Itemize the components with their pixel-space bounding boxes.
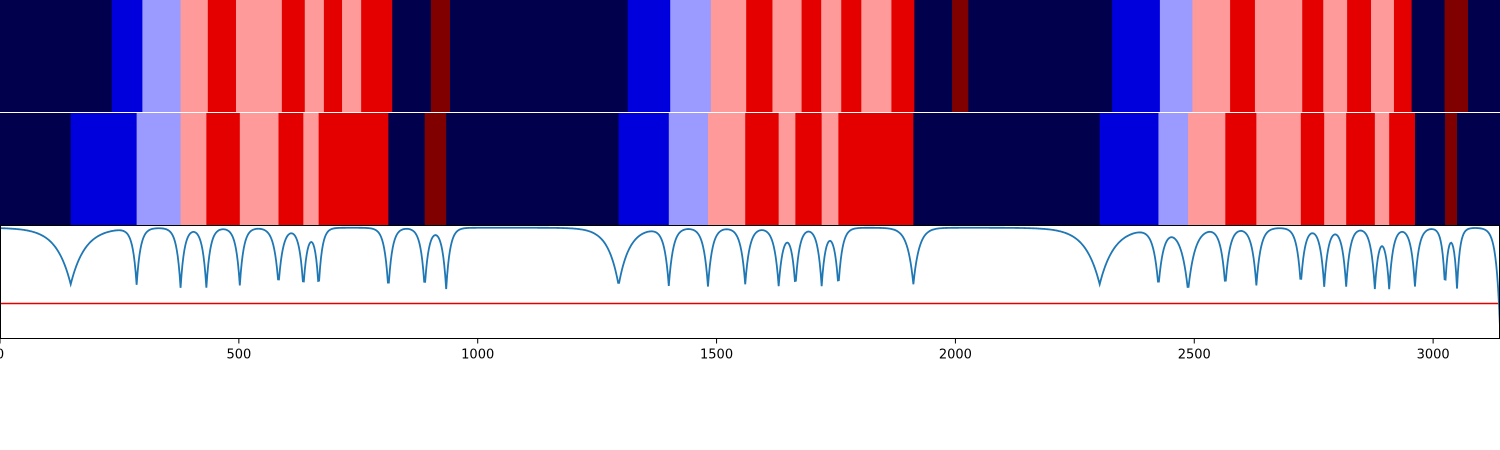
row-top-segment (968, 0, 1113, 113)
row-middle-segment (913, 112, 1101, 226)
row-top-segment (1444, 0, 1469, 113)
row-middle-segment (707, 112, 746, 226)
row-top-segment (710, 0, 747, 113)
row-top-segment (235, 0, 283, 113)
row-middle-segment (1374, 112, 1390, 226)
row-middle-segment (136, 112, 182, 226)
row-top-segment (304, 0, 325, 113)
row-middle-segment (1225, 112, 1257, 226)
x-tick-label: 2000 (939, 348, 972, 363)
row-top-segment (1323, 0, 1348, 113)
row-top-segment (1230, 0, 1256, 113)
row-middle-segment (795, 112, 823, 226)
row-top-segment (142, 0, 182, 113)
row-middle-segment (424, 112, 447, 226)
row-top-segment (1159, 0, 1193, 113)
row-top-segment (1112, 0, 1161, 113)
row-middle-segment (1324, 112, 1347, 226)
row-middle-segment (70, 112, 138, 226)
row-middle-segment (180, 112, 207, 226)
row-middle-segment (239, 112, 280, 226)
row-top-segment (1302, 0, 1324, 113)
heatmap-row-top (0, 0, 1500, 113)
x-tick-label: 2500 (1178, 348, 1211, 363)
row-middle-segment (1256, 112, 1302, 226)
row-top-segment (821, 0, 842, 113)
x-tick-label: 500 (226, 348, 251, 363)
line-plot-background (0, 225, 1500, 339)
row-top-segment (914, 0, 953, 113)
row-middle-segment (1346, 112, 1376, 226)
row-top-segment (627, 0, 671, 113)
row-top-segment (0, 0, 113, 113)
x-tick-label: 3000 (1417, 348, 1450, 363)
row-top-segment (430, 0, 451, 113)
row-middle-segment (1158, 112, 1189, 226)
row-top-segment (450, 0, 629, 113)
row-top-segment (841, 0, 862, 113)
row-middle-segment (745, 112, 780, 226)
row-top-segment (1393, 0, 1413, 113)
row-middle-segment (1099, 112, 1160, 226)
row-middle-segment (303, 112, 320, 226)
row-top-segment (1192, 0, 1231, 113)
row-top-segment (1254, 0, 1303, 113)
row-top-segment (281, 0, 306, 113)
row-middle-segment (206, 112, 241, 226)
x-tick-label: 1000 (461, 348, 494, 363)
row-middle-segment (821, 112, 839, 226)
row-top-segment (1467, 0, 1500, 113)
row-middle-segment (618, 112, 670, 226)
x-axis: 0 500 1000 1500 2000 2500 3000 (0, 338, 1450, 363)
row-top-segment (342, 0, 362, 113)
row-top-segment (207, 0, 237, 113)
row-top-segment (746, 0, 774, 113)
row-middle-segment (778, 112, 796, 226)
row-top-segment (1347, 0, 1372, 113)
row-top-segment (323, 0, 343, 113)
row-middle-segment (1300, 112, 1325, 226)
x-tick-label: 0 (0, 348, 4, 363)
row-middle-segment (278, 112, 304, 226)
row-top-segment (952, 0, 969, 113)
row-middle-segment (446, 112, 620, 226)
row-middle-segment (838, 112, 914, 226)
row-top-segment (1371, 0, 1395, 113)
row-top-segment (1411, 0, 1446, 113)
row-middle-segment (388, 112, 426, 226)
row-middle-segment (1188, 112, 1226, 226)
row-middle-segment (1445, 112, 1458, 226)
row-top-segment (361, 0, 393, 113)
row-top-segment (891, 0, 915, 113)
row-top-segment (111, 0, 143, 113)
heatmap-row-middle (0, 112, 1500, 226)
row-top-segment (801, 0, 822, 113)
row-top-segment (861, 0, 893, 113)
row-top-segment (772, 0, 803, 113)
row-middle-segment (1414, 112, 1446, 226)
x-tick-label: 1500 (700, 348, 733, 363)
row-top-segment (180, 0, 209, 113)
row-middle-segment (0, 112, 72, 226)
row-middle-segment (1389, 112, 1416, 226)
row-top-segment (392, 0, 432, 113)
row-top-segment (670, 0, 712, 113)
signal-line (0, 226, 1500, 328)
row-middle-segment (318, 112, 389, 226)
row-middle-segment (1457, 112, 1500, 226)
row-middle-segment (668, 112, 709, 226)
